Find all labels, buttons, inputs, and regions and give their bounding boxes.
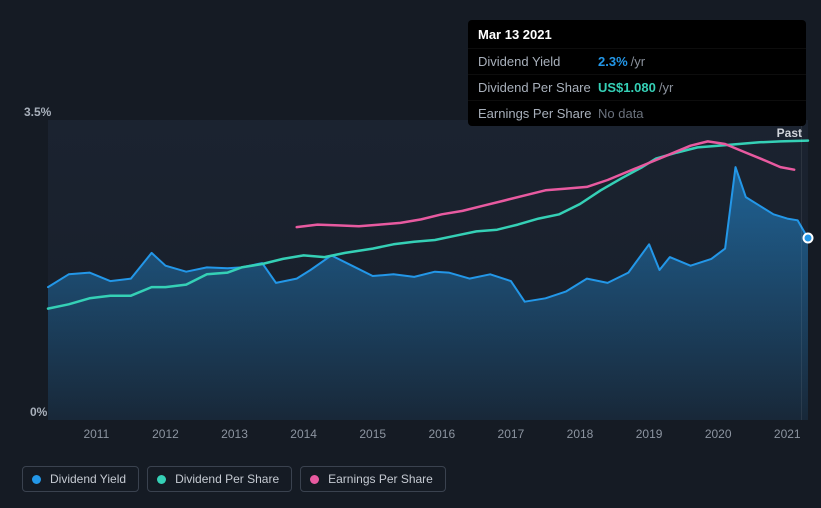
- x-tick-label: 2015: [359, 427, 386, 441]
- x-axis: 2011 2012 2013 2014 2015 2016 2017 2018 2019 2020…: [48, 427, 808, 447]
- x-tick-label: 2014: [290, 427, 317, 441]
- legend-item-earnings-per-share[interactable]: Earnings Per Share: [300, 466, 446, 492]
- chart-cursor: [801, 120, 802, 420]
- legend-item-dividend-per-share[interactable]: Dividend Per Share: [147, 466, 292, 492]
- past-label: Past: [777, 126, 802, 140]
- plot-area[interactable]: Past: [48, 120, 808, 420]
- x-tick-label: 2019: [636, 427, 663, 441]
- tooltip-row-label: Dividend Per Share: [478, 80, 598, 95]
- chart-tooltip: Mar 13 2021 Dividend Yield2.3%/yrDividen…: [468, 20, 806, 126]
- x-tick-label: 2021: [774, 427, 801, 441]
- x-tick-label: 2013: [221, 427, 248, 441]
- series-end-marker: [803, 233, 814, 244]
- chart-legend: Dividend Yield Dividend Per Share Earnings…: [22, 466, 446, 492]
- tooltip-row-label: Earnings Per Share: [478, 106, 598, 121]
- x-tick-label: 2020: [705, 427, 732, 441]
- line-earnings-per-share: [297, 141, 795, 227]
- y-axis-max: 3.5%: [24, 105, 51, 119]
- x-tick-label: 2011: [83, 427, 109, 441]
- tooltip-row: Earnings Per ShareNo data: [468, 101, 806, 126]
- legend-dot-icon: [310, 475, 319, 484]
- tooltip-row: Dividend Per ShareUS$1.080/yr: [468, 75, 806, 101]
- x-tick-label: 2018: [567, 427, 594, 441]
- y-axis-min: 0%: [30, 405, 47, 419]
- legend-dot-icon: [157, 475, 166, 484]
- tooltip-row: Dividend Yield2.3%/yr: [468, 49, 806, 75]
- tooltip-row-value: US$1.080/yr: [598, 80, 673, 95]
- x-tick-label: 2012: [152, 427, 179, 441]
- legend-label: Dividend Per Share: [175, 472, 279, 486]
- area-dividend-yield: [48, 167, 808, 420]
- x-tick-label: 2016: [428, 427, 455, 441]
- tooltip-row-value: No data: [598, 106, 644, 121]
- tooltip-row-label: Dividend Yield: [478, 54, 598, 69]
- legend-dot-icon: [32, 475, 41, 484]
- dividend-chart: 3.5% 0% Past 201120122013201420152016201…: [18, 105, 808, 450]
- legend-label: Earnings Per Share: [328, 472, 433, 486]
- tooltip-date: Mar 13 2021: [468, 20, 806, 49]
- tooltip-row-value: 2.3%/yr: [598, 54, 645, 69]
- legend-label: Dividend Yield: [50, 472, 126, 486]
- legend-item-dividend-yield[interactable]: Dividend Yield: [22, 466, 139, 492]
- x-tick-label: 2017: [498, 427, 525, 441]
